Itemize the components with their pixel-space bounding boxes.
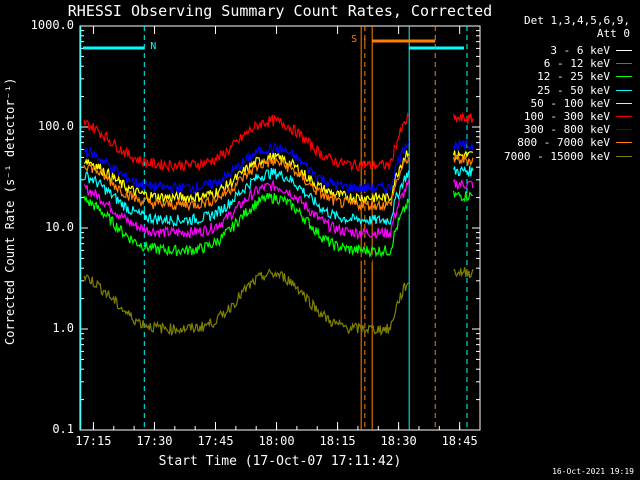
- legend-swatch: [616, 102, 632, 104]
- legend-entry-label: 100 - 300 keV: [523, 110, 610, 124]
- x-tick-label: 17:30: [136, 434, 173, 448]
- legend-entry: 25 - 50 keV: [504, 84, 632, 97]
- legend-entry-label: 3 - 6 keV: [550, 44, 610, 58]
- legend-entry: 800 - 7000 keV: [504, 136, 632, 149]
- x-tick-label: 17:15: [75, 434, 112, 448]
- series-line-after-gap: [453, 267, 474, 279]
- series-line: [83, 156, 410, 212]
- night-flag-label: N: [150, 41, 157, 52]
- legend-swatch: [616, 50, 632, 52]
- legend-entry-label: 25 - 50 keV: [537, 83, 610, 97]
- series-line-after-gap: [453, 190, 474, 203]
- x-tick-label: 17:45: [197, 434, 234, 448]
- y-tick-label: 0.1: [52, 422, 74, 436]
- x-axis-label: Start Time (17-Oct-07 17:11:42): [158, 454, 402, 469]
- legend-swatch: [616, 142, 632, 144]
- legend-entry-label: 12 - 25 keV: [537, 70, 610, 84]
- legend-entry-label: 300 - 800 keV: [523, 123, 610, 137]
- legend-entry: 300 - 800 keV: [504, 123, 632, 136]
- legend-entry: 6 - 12 keV: [504, 57, 632, 70]
- legend-entry: 100 - 300 keV: [504, 110, 632, 123]
- legend-swatch: [616, 155, 632, 157]
- chart-title: RHESSI Observing Summary Count Rates, Co…: [67, 2, 493, 20]
- series-line-after-gap: [453, 138, 474, 152]
- series-line: [83, 202, 410, 265]
- legend-entry-label: 6 - 12 keV: [543, 57, 610, 71]
- legend-entry: 7000 - 15000 keV: [504, 150, 632, 163]
- legend-entry: 3 - 6 keV: [504, 44, 632, 57]
- series-line-after-gap: [453, 165, 474, 177]
- legend-swatch: [616, 63, 632, 65]
- y-tick-label: 1.0: [52, 321, 74, 335]
- legend-swatch: [616, 89, 632, 91]
- y-tick-label: 100.0: [37, 119, 74, 133]
- legend-swatch: [616, 76, 632, 78]
- series-line-after-gap: [453, 199, 474, 214]
- series-line-after-gap: [453, 111, 474, 124]
- x-tick-label: 18:15: [319, 434, 356, 448]
- x-tick-label: 18:00: [258, 434, 295, 448]
- timestamp: 16-Oct-2021 19:19: [552, 467, 634, 476]
- series-line: [83, 141, 410, 195]
- x-tick-label: 18:45: [441, 434, 478, 448]
- series-line: [83, 268, 410, 337]
- series-line-after-gap: [453, 154, 474, 167]
- legend-swatch: [616, 116, 632, 118]
- legend-header-line-2: Att 0: [596, 27, 630, 40]
- y-tick-label: 1000.0: [30, 18, 74, 32]
- series-line: [83, 178, 410, 241]
- legend-swatch: [616, 129, 632, 131]
- series-line: [83, 168, 410, 228]
- y-tick-label: 10.0: [45, 220, 74, 234]
- legend: 3 - 6 keV 6 - 12 keV 12 - 25 keV 25 - 50 ke…: [504, 44, 632, 163]
- legend-entry: 50 - 100 keV: [504, 97, 632, 110]
- legend-entry-label: 800 - 7000 keV: [517, 136, 610, 150]
- saa-flag-label: S: [351, 34, 358, 45]
- legend-entry: 12 - 25 keV: [504, 70, 632, 83]
- series-line: [83, 192, 410, 259]
- x-tick-label: 18:30: [380, 434, 417, 448]
- legend-entry-label: 7000 - 15000 keV: [504, 149, 610, 163]
- series-line-after-gap: [453, 179, 474, 190]
- series-line: [83, 111, 410, 173]
- legend-header: Det 1,3,4,5,6,9, Att 0: [524, 14, 630, 40]
- legend-header-line-1: Det 1,3,4,5,6,9,: [524, 14, 630, 27]
- legend-entry-label: 50 - 100 keV: [530, 96, 610, 110]
